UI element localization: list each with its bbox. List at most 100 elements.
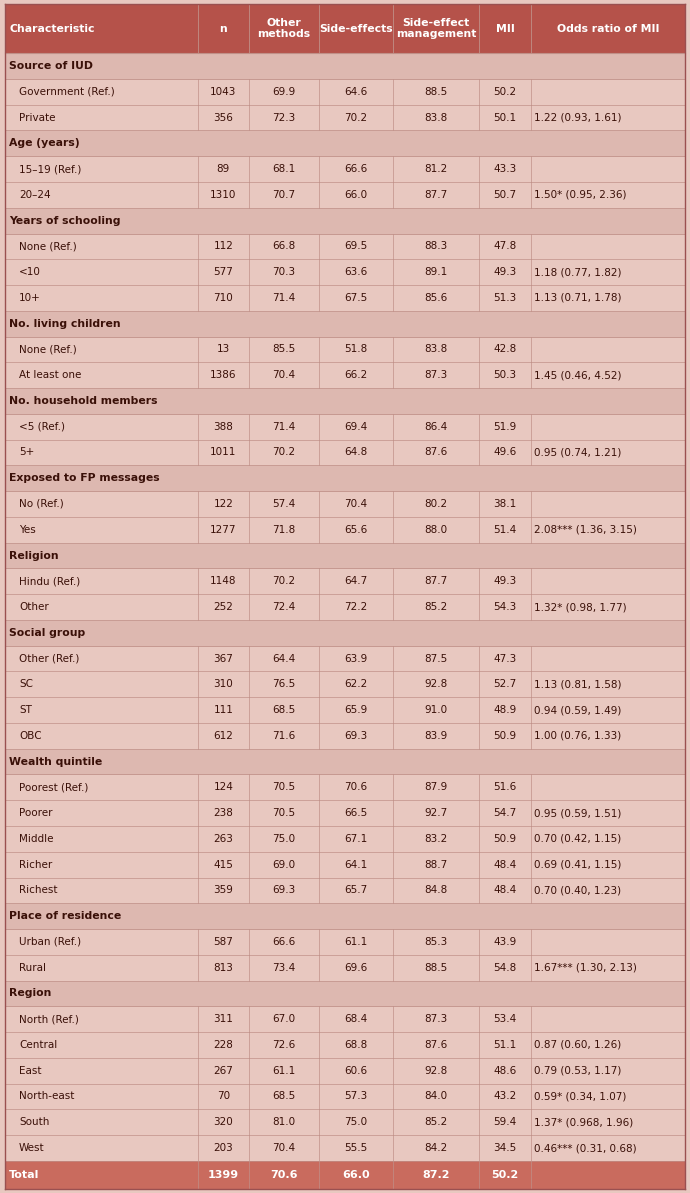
Text: 72.2: 72.2 bbox=[344, 602, 367, 612]
Text: Hindu (Ref.): Hindu (Ref.) bbox=[19, 576, 80, 586]
Text: 49.3: 49.3 bbox=[493, 267, 517, 277]
Text: 238: 238 bbox=[213, 808, 233, 818]
Text: 1043: 1043 bbox=[210, 87, 237, 97]
Text: 53.4: 53.4 bbox=[493, 1014, 517, 1025]
Text: 72.4: 72.4 bbox=[272, 602, 295, 612]
Text: 57.3: 57.3 bbox=[344, 1092, 367, 1101]
Text: 1.45 (0.46, 4.52): 1.45 (0.46, 4.52) bbox=[534, 370, 622, 381]
Text: 1.22 (0.93, 1.61): 1.22 (0.93, 1.61) bbox=[534, 112, 622, 123]
Text: 48.9: 48.9 bbox=[493, 705, 517, 715]
Bar bbox=[5, 903, 685, 929]
Text: 80.2: 80.2 bbox=[424, 499, 448, 509]
Text: MII: MII bbox=[495, 24, 515, 33]
Text: 63.9: 63.9 bbox=[344, 654, 367, 663]
Text: 89.1: 89.1 bbox=[424, 267, 448, 277]
Text: 60.6: 60.6 bbox=[344, 1065, 367, 1076]
Bar bbox=[5, 4, 685, 54]
Bar bbox=[5, 981, 685, 1007]
Text: 66.2: 66.2 bbox=[344, 370, 367, 381]
Text: None (Ref.): None (Ref.) bbox=[19, 241, 77, 252]
Text: 70.6: 70.6 bbox=[270, 1170, 297, 1180]
Text: 112: 112 bbox=[213, 241, 233, 252]
Bar bbox=[5, 156, 685, 183]
Text: ST: ST bbox=[19, 705, 32, 715]
Text: Characteristic: Characteristic bbox=[9, 24, 95, 33]
Text: 0.79 (0.53, 1.17): 0.79 (0.53, 1.17) bbox=[534, 1065, 621, 1076]
Text: Side-effects: Side-effects bbox=[319, 24, 393, 33]
Text: 68.1: 68.1 bbox=[272, 165, 295, 174]
Text: 65.9: 65.9 bbox=[344, 705, 367, 715]
Text: Other: Other bbox=[19, 602, 49, 612]
Bar bbox=[5, 878, 685, 903]
Text: No. living children: No. living children bbox=[9, 319, 121, 328]
Text: South: South bbox=[19, 1118, 50, 1127]
Bar bbox=[5, 543, 685, 568]
Text: 1148: 1148 bbox=[210, 576, 237, 586]
Text: 73.4: 73.4 bbox=[272, 963, 295, 972]
Text: 66.5: 66.5 bbox=[344, 808, 367, 818]
Bar bbox=[5, 801, 685, 826]
Text: 0.59* (0.34, 1.07): 0.59* (0.34, 1.07) bbox=[534, 1092, 627, 1101]
Text: 65.6: 65.6 bbox=[344, 525, 367, 534]
Bar bbox=[5, 285, 685, 311]
Text: 70.6: 70.6 bbox=[344, 783, 367, 792]
Text: None (Ref.): None (Ref.) bbox=[19, 345, 77, 354]
Text: 87.3: 87.3 bbox=[424, 1014, 448, 1025]
Text: 51.3: 51.3 bbox=[493, 293, 517, 303]
Text: 75.0: 75.0 bbox=[344, 1118, 367, 1127]
Text: 83.8: 83.8 bbox=[424, 345, 448, 354]
Text: 62.2: 62.2 bbox=[344, 679, 367, 690]
Text: 85.5: 85.5 bbox=[272, 345, 295, 354]
Text: 70.4: 70.4 bbox=[344, 499, 367, 509]
Text: Richest: Richest bbox=[19, 885, 57, 896]
Text: 0.94 (0.59, 1.49): 0.94 (0.59, 1.49) bbox=[534, 705, 621, 715]
Bar bbox=[5, 1007, 685, 1032]
Text: 61.1: 61.1 bbox=[344, 937, 367, 947]
Text: 87.5: 87.5 bbox=[424, 654, 448, 663]
Text: 64.6: 64.6 bbox=[344, 87, 367, 97]
Text: 92.8: 92.8 bbox=[424, 1065, 448, 1076]
Text: 59.4: 59.4 bbox=[493, 1118, 517, 1127]
Text: 55.5: 55.5 bbox=[344, 1143, 367, 1152]
Bar bbox=[5, 954, 685, 981]
Text: Source of IUD: Source of IUD bbox=[9, 61, 93, 72]
Text: 1399: 1399 bbox=[208, 1170, 239, 1180]
Text: 0.69 (0.41, 1.15): 0.69 (0.41, 1.15) bbox=[534, 860, 621, 870]
Text: 70.3: 70.3 bbox=[273, 267, 295, 277]
Text: Total: Total bbox=[9, 1170, 39, 1180]
Bar bbox=[5, 388, 685, 414]
Text: 88.3: 88.3 bbox=[424, 241, 448, 252]
Text: 87.6: 87.6 bbox=[424, 447, 448, 457]
Text: 50.7: 50.7 bbox=[493, 190, 517, 200]
Text: 69.3: 69.3 bbox=[344, 731, 367, 741]
Bar bbox=[5, 234, 685, 259]
Bar bbox=[5, 439, 685, 465]
Text: 252: 252 bbox=[213, 602, 233, 612]
Text: 87.7: 87.7 bbox=[424, 576, 448, 586]
Text: 70.7: 70.7 bbox=[273, 190, 295, 200]
Text: North-east: North-east bbox=[19, 1092, 75, 1101]
Text: 267: 267 bbox=[213, 1065, 233, 1076]
Text: No (Ref.): No (Ref.) bbox=[19, 499, 63, 509]
Text: 68.5: 68.5 bbox=[272, 705, 295, 715]
Text: 48.4: 48.4 bbox=[493, 885, 517, 896]
Text: Odds ratio of MII: Odds ratio of MII bbox=[557, 24, 659, 33]
Text: 1.13 (0.71, 1.78): 1.13 (0.71, 1.78) bbox=[534, 293, 622, 303]
Text: 71.6: 71.6 bbox=[272, 731, 295, 741]
Bar bbox=[5, 645, 685, 672]
Bar bbox=[5, 130, 685, 156]
Text: 111: 111 bbox=[213, 705, 233, 715]
Bar bbox=[5, 1135, 685, 1161]
Text: Richer: Richer bbox=[19, 860, 52, 870]
Text: 1310: 1310 bbox=[210, 190, 237, 200]
Text: 320: 320 bbox=[213, 1118, 233, 1127]
Text: 54.3: 54.3 bbox=[493, 602, 517, 612]
Text: 57.4: 57.4 bbox=[272, 499, 295, 509]
Text: 88.5: 88.5 bbox=[424, 963, 448, 972]
Text: 91.0: 91.0 bbox=[424, 705, 448, 715]
Text: 359: 359 bbox=[213, 885, 233, 896]
Text: 71.4: 71.4 bbox=[272, 421, 295, 432]
Text: 49.3: 49.3 bbox=[493, 576, 517, 586]
Text: 2.08*** (1.36, 3.15): 2.08*** (1.36, 3.15) bbox=[534, 525, 637, 534]
Text: 20–24: 20–24 bbox=[19, 190, 50, 200]
